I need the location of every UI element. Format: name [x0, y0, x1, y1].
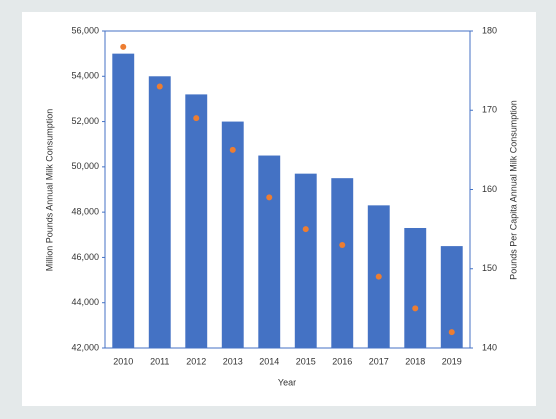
x-tick-label: 2010: [113, 356, 133, 366]
x-tick-label: 2013: [223, 356, 243, 366]
point: [266, 194, 273, 201]
point: [339, 241, 346, 248]
point: [156, 83, 163, 90]
bar: [258, 155, 281, 348]
point: [412, 305, 419, 312]
bar: [331, 178, 354, 348]
y-tick-label: 50,000: [71, 161, 99, 171]
y2-axis-title: Pounds Per Capita Annual Milk Consumptio…: [508, 100, 518, 280]
x-tick-label: 2019: [442, 356, 462, 366]
y2-tick-label: 160: [482, 184, 497, 194]
y-tick-label: 42,000: [71, 342, 99, 352]
bar: [112, 53, 135, 349]
x-axis-title: Year: [278, 377, 296, 387]
bar: [185, 94, 208, 349]
bar: [221, 121, 244, 348]
x-tick-label: 2012: [186, 356, 206, 366]
y2-tick-label: 170: [482, 105, 497, 115]
y-tick-label: 46,000: [71, 252, 99, 262]
y-tick-label: 56,000: [71, 25, 99, 35]
x-tick-label: 2011: [150, 356, 169, 366]
x-tick-label: 2017: [369, 356, 389, 366]
x-tick-label: 2014: [259, 356, 279, 366]
point: [448, 329, 455, 336]
y2-tick-label: 180: [482, 25, 497, 35]
x-tick-label: 2015: [296, 356, 316, 366]
y2-tick-label: 140: [482, 342, 497, 352]
bar: [404, 227, 427, 348]
y2-tick-label: 150: [482, 263, 497, 273]
y-tick-label: 52,000: [71, 116, 99, 126]
x-tick-label: 2016: [332, 356, 352, 366]
point: [193, 115, 200, 122]
bar: [440, 246, 463, 348]
point: [229, 146, 236, 153]
x-tick-label: 2018: [405, 356, 425, 366]
bar: [148, 76, 171, 349]
y-tick-label: 44,000: [71, 297, 99, 307]
bar: [294, 173, 317, 348]
y-tick-label: 54,000: [71, 71, 99, 81]
point: [302, 226, 309, 233]
y-tick-label: 48,000: [71, 207, 99, 217]
y-axis-title: Million Pounds Annual Milk Consumption: [44, 109, 54, 272]
point: [120, 43, 127, 50]
point: [375, 273, 382, 280]
